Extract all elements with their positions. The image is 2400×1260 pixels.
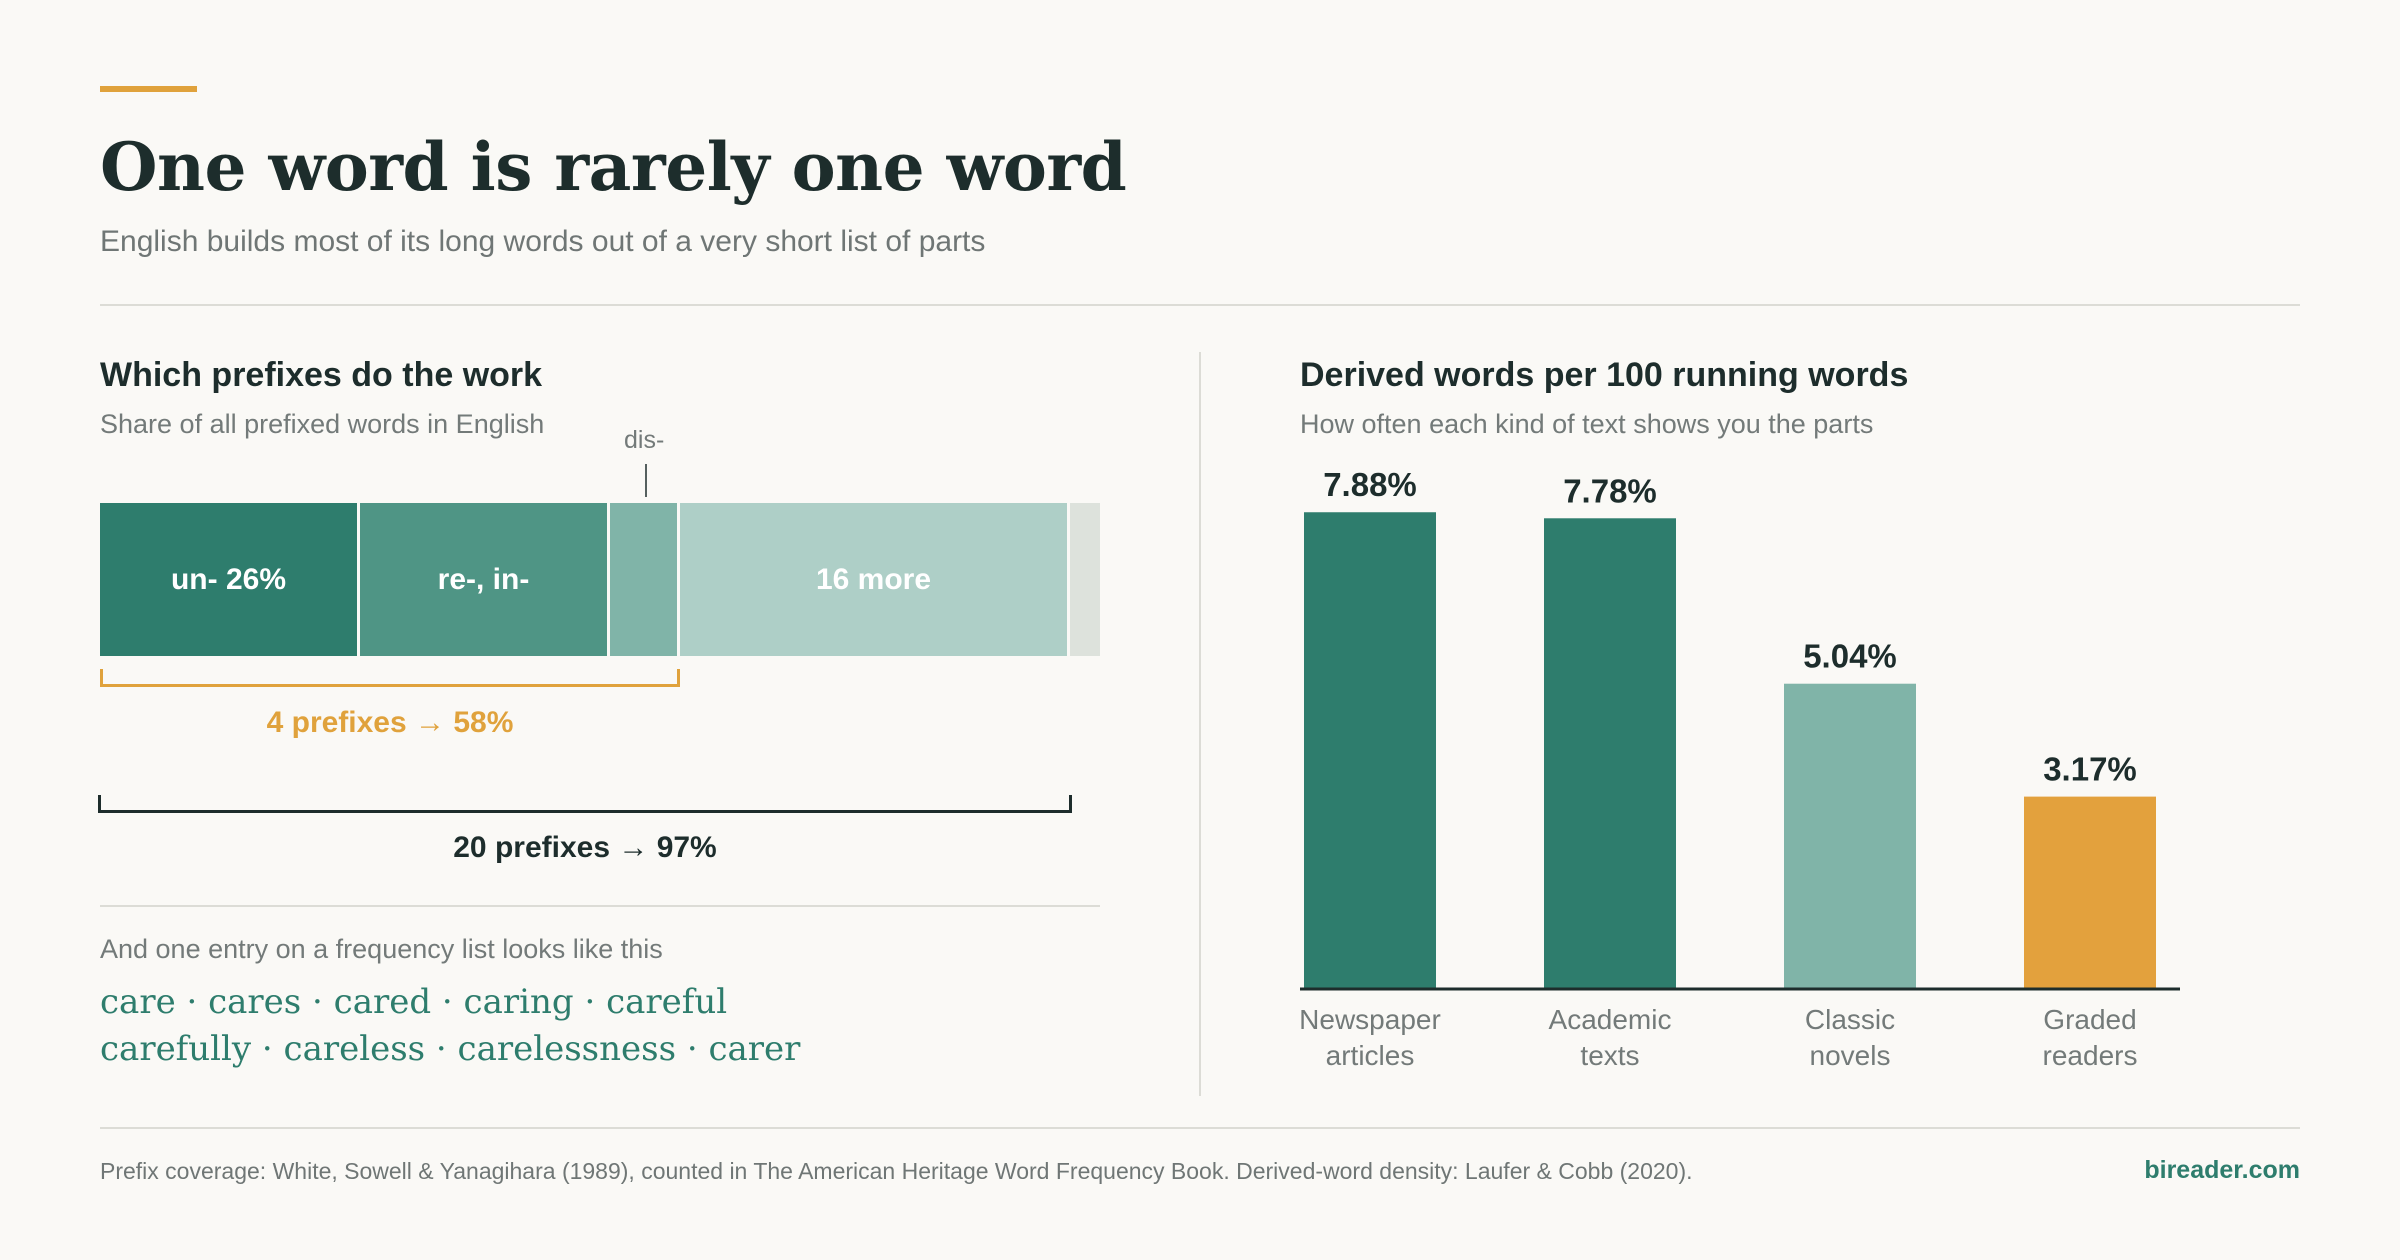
category-label: Academic	[1549, 1004, 1672, 1035]
category-label: articles	[1326, 1040, 1415, 1071]
bar-1	[1304, 512, 1436, 988]
right-panel-title: Derived words per 100 running words	[1300, 356, 1909, 394]
twenty-prefixes-bracket	[98, 795, 1072, 813]
prefix-segment-3	[610, 503, 680, 656]
four-prefixes-bracket	[100, 669, 680, 687]
page-subtitle: English builds most of its long words ou…	[100, 225, 986, 258]
bar-value-label: 7.78%	[1563, 472, 1657, 509]
prefix-stacked-bar: un- 26% re-, in- 16 more	[100, 503, 1100, 656]
left-panel-subtitle: Share of all prefixed words in English	[100, 409, 545, 439]
frequency-intro: And one entry on a frequency list looks …	[100, 934, 663, 964]
bar-4	[2024, 796, 2156, 988]
dis-callout-tick	[645, 464, 647, 497]
category-label: novels	[1810, 1040, 1891, 1071]
category-label: Graded	[2043, 1004, 2136, 1035]
category-label: texts	[1580, 1040, 1639, 1071]
header-divider	[100, 304, 2300, 306]
twenty-prefixes-label: 20 prefixes → 97%	[453, 831, 717, 864]
bar-value-label: 3.17%	[2043, 751, 2137, 788]
four-prefixes-label: 4 prefixes → 58%	[266, 706, 514, 739]
footer-source: Prefix coverage: White, Sowell & Yanagih…	[100, 1158, 1693, 1184]
prefix-segment-label: re-, in-	[437, 562, 530, 596]
category-label: Newspaper	[1299, 1004, 1441, 1035]
bar-value-label: 7.88%	[1323, 466, 1417, 503]
panel-divider	[1199, 352, 1201, 1096]
footer-brand: bireader.com	[2144, 1156, 2300, 1184]
bar-3	[1784, 683, 1916, 988]
frequency-word-family-line-2: carefully · careless · carelessness · ca…	[100, 1029, 801, 1069]
left-panel-title: Which prefixes do the work	[100, 356, 543, 394]
prefix-segment-label: un- 26%	[170, 562, 287, 596]
prefix-segment-5	[1070, 503, 1100, 656]
frequency-word-family-line-1: care · cares · cared · caring · careful	[100, 982, 728, 1022]
page-title: One word is rarely one word	[100, 128, 1127, 206]
right-panel-subtitle: How often each kind of text shows you th…	[1300, 409, 1874, 439]
dis-callout-label: dis-	[624, 426, 665, 454]
category-label: Classic	[1805, 1004, 1895, 1035]
prefix-segment-2: re-, in-	[360, 503, 610, 656]
bar-value-label: 5.04%	[1803, 638, 1897, 675]
bar-2	[1544, 518, 1676, 988]
prefix-segment-1: un- 26%	[100, 503, 360, 656]
prefix-segment-label: 16 more	[815, 562, 932, 596]
footer-divider	[100, 1127, 2300, 1129]
left-panel-divider	[100, 905, 1100, 907]
category-label: readers	[2043, 1040, 2138, 1071]
accent-rule	[100, 86, 197, 92]
prefix-segment-4: 16 more	[680, 503, 1070, 656]
derived-words-bar-chart: 7.88% Newspaper articles 7.78% Academic texts…	[1299, 466, 2180, 1071]
